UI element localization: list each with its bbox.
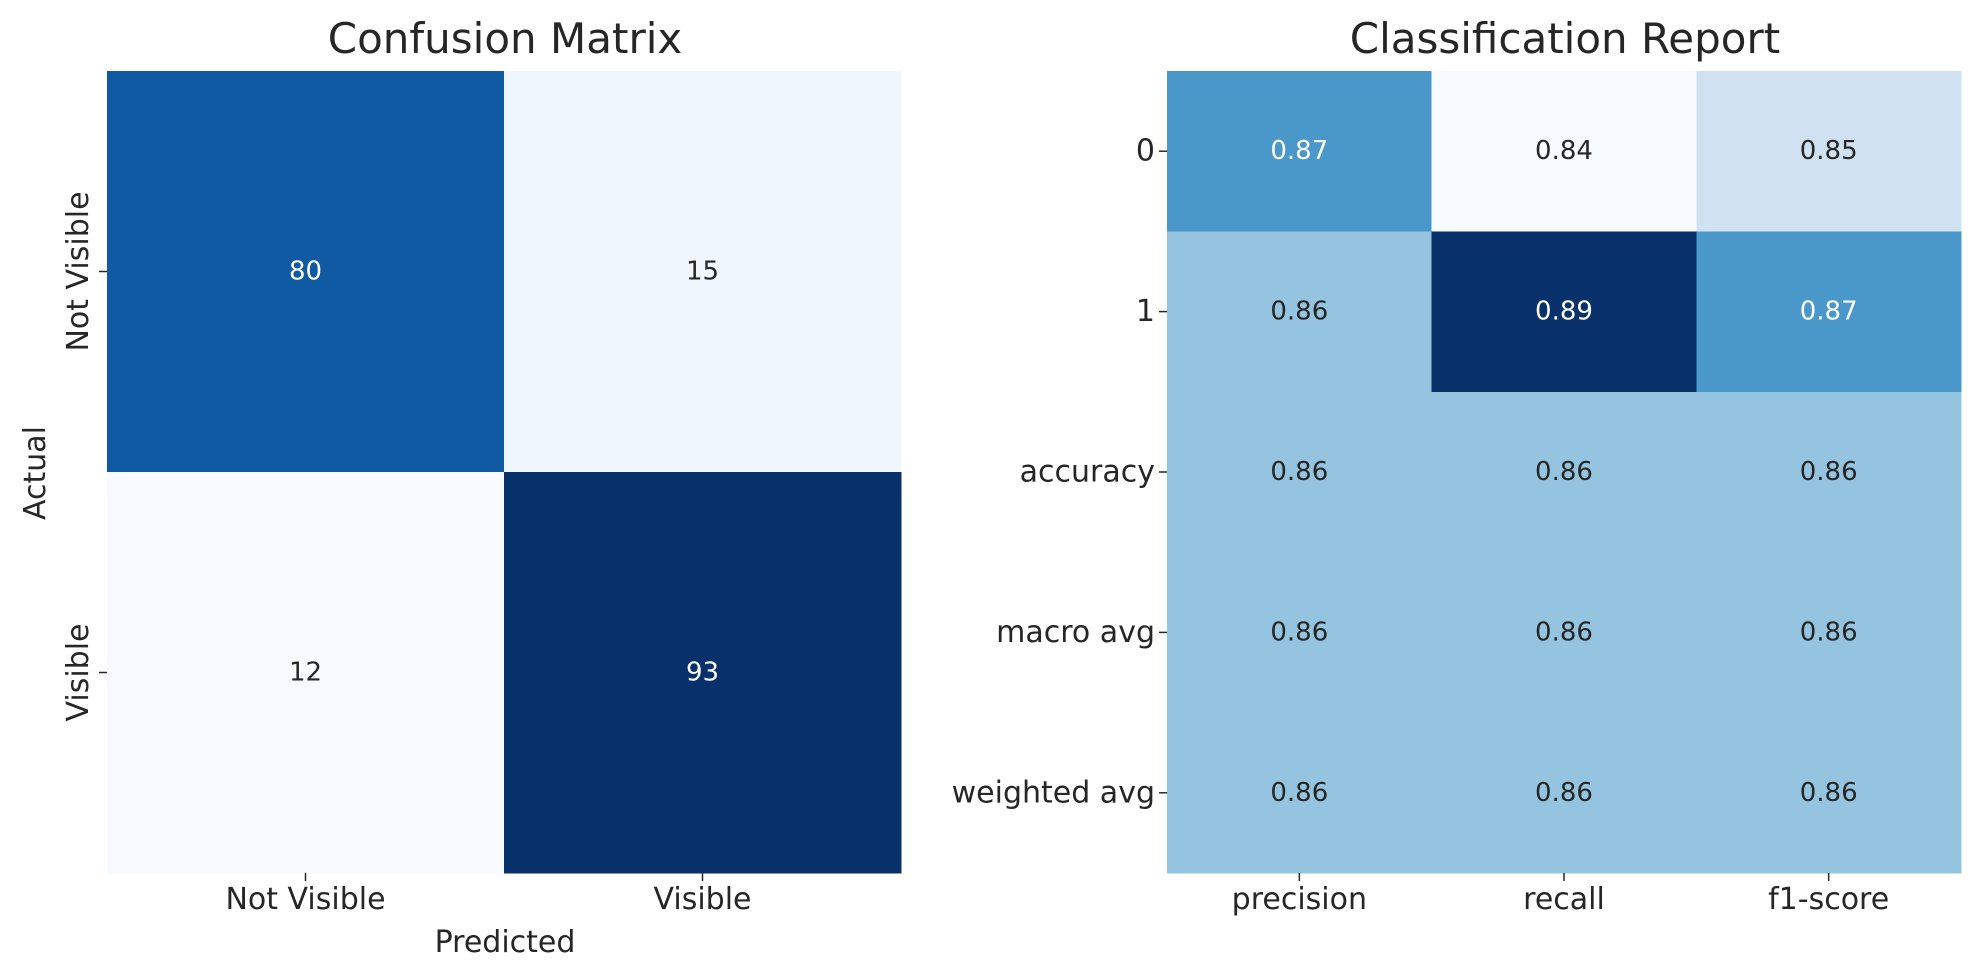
cm-ytick-label-visible: Visible (61, 624, 96, 722)
classification-report-panel: Classification Report 0.87 0.84 0.85 0.86 0.… (952, 14, 1962, 917)
cr-cell-label-0-2: 0.85 (1800, 136, 1858, 166)
cm-cell-1-0 (107, 472, 505, 874)
cr-cell-2-1 (1431, 391, 1697, 553)
cr-cell-label-0-1: 0.84 (1535, 136, 1593, 166)
cr-cell-1-2 (1696, 231, 1962, 393)
cr-cell-0-2 (1696, 71, 1962, 232)
cr-xtick-label-recall: recall (1523, 882, 1605, 917)
cm-cell-label-0-0: 80 (289, 257, 322, 287)
cm-xtick-label-not-visible: Not Visible (225, 882, 385, 917)
cr-xtick-label-precision: precision (1232, 882, 1367, 917)
cm-cell-0-1 (504, 71, 902, 473)
cr-cell-label-2-0: 0.86 (1270, 457, 1328, 487)
classification-report-title: Classification Report (1350, 14, 1780, 63)
cr-cell-3-2 (1696, 552, 1962, 714)
cr-cell-1-1 (1431, 231, 1697, 393)
confusion-matrix-panel: Confusion Matrix 80 15 12 93 Not Visible Visi… (18, 14, 902, 960)
cr-cell-3-0 (1167, 552, 1433, 714)
cr-cell-4-1 (1431, 712, 1697, 874)
cr-cell-label-4-2: 0.86 (1800, 778, 1858, 808)
cr-cell-label-1-0: 0.86 (1270, 297, 1328, 327)
cm-ytick-label-not-visible: Not Visible (61, 191, 96, 351)
confusion-matrix-xlabel: Predicted (435, 925, 576, 960)
cr-cell-label-3-1: 0.86 (1535, 617, 1593, 647)
cr-cell-4-0 (1167, 712, 1433, 874)
cr-cell-label-1-2: 0.87 (1800, 297, 1858, 327)
cr-ytick-label-weighted-avg: weighted avg (952, 775, 1155, 810)
cr-cell-3-1 (1431, 552, 1697, 714)
confusion-matrix-ylabel: Actual (18, 426, 53, 520)
cr-cell-0-0 (1167, 71, 1433, 232)
cr-cell-label-3-0: 0.86 (1270, 617, 1328, 647)
cr-cell-label-1-1: 0.89 (1535, 297, 1593, 327)
cr-ytick-label-1: 1 (1136, 294, 1155, 329)
cr-cell-label-3-2: 0.86 (1800, 617, 1858, 647)
cr-cell-2-0 (1167, 391, 1433, 553)
cm-cell-label-1-1: 93 (686, 658, 719, 688)
confusion-matrix-title: Confusion Matrix (328, 14, 683, 63)
cr-cell-0-1 (1431, 71, 1697, 232)
cr-ytick-label-accuracy: accuracy (1020, 455, 1155, 490)
cr-cell-label-2-1: 0.86 (1535, 457, 1593, 487)
cr-cell-1-0 (1167, 231, 1433, 393)
cr-cell-label-2-2: 0.86 (1800, 457, 1858, 487)
cr-ytick-label-macro-avg: macro avg (996, 615, 1155, 650)
cm-cell-label-0-1: 15 (686, 257, 719, 287)
cm-cell-0-0 (107, 71, 505, 473)
cr-xtick-label-f1-score: f1-score (1768, 882, 1889, 917)
cr-cell-label-4-1: 0.86 (1535, 778, 1593, 808)
cr-ytick-label-0: 0 (1136, 134, 1155, 169)
cr-cell-label-4-0: 0.86 (1270, 778, 1328, 808)
cr-cell-label-0-0: 0.87 (1270, 136, 1328, 166)
cm-cell-label-1-0: 12 (289, 658, 322, 688)
cm-xtick-label-visible: Visible (654, 882, 752, 917)
cr-cell-4-2 (1696, 712, 1962, 874)
cr-cell-2-2 (1696, 391, 1962, 553)
cm-cell-1-1 (504, 472, 902, 874)
